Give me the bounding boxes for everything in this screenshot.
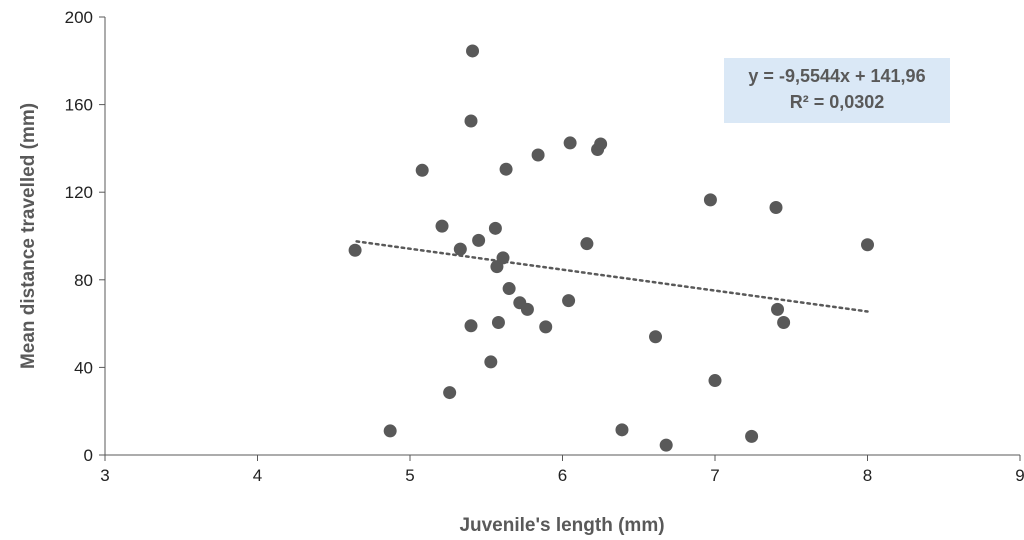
data-point	[580, 237, 594, 251]
data-point	[484, 355, 498, 369]
data-point	[491, 316, 505, 330]
data-point	[531, 148, 545, 162]
data-point	[769, 201, 783, 215]
x-tick-label: 9	[1015, 466, 1024, 485]
trendline-r-squared: R² = 0,0302	[790, 92, 885, 112]
data-point	[594, 137, 608, 151]
x-tick-label: 8	[863, 466, 872, 485]
trendline	[355, 240, 869, 313]
data-point	[861, 238, 874, 252]
x-tick-label: 3	[100, 466, 109, 485]
data-point	[703, 193, 717, 207]
data-point	[771, 302, 785, 316]
data-point	[466, 44, 480, 58]
equation-background	[724, 58, 950, 123]
data-point	[562, 294, 576, 308]
data-point	[520, 302, 534, 316]
data-point	[496, 251, 510, 265]
y-tick-label: 0	[84, 446, 93, 465]
y-tick-label: 160	[65, 96, 93, 115]
data-point	[649, 330, 663, 344]
y-tick-label: 200	[65, 8, 93, 27]
data-point	[472, 233, 486, 247]
data-point	[745, 429, 759, 443]
data-point	[383, 424, 397, 438]
data-point	[502, 282, 516, 296]
y-tick-label: 40	[74, 358, 93, 377]
x-tick-label: 4	[253, 466, 262, 485]
y-tick-label: 80	[74, 271, 93, 290]
data-point	[615, 423, 629, 437]
data-point	[499, 162, 513, 176]
data-point	[659, 438, 673, 452]
data-point	[777, 316, 791, 330]
data-points	[348, 44, 874, 452]
data-point	[464, 319, 478, 333]
data-point	[708, 374, 722, 388]
data-point	[348, 243, 362, 257]
data-point	[453, 242, 467, 256]
data-point	[563, 136, 577, 150]
trendline-equation-box: y = -9,5544x + 141,96 R² = 0,0302	[724, 58, 950, 123]
data-point	[435, 219, 449, 233]
trendline-equation: y = -9,5544x + 141,96	[748, 66, 925, 86]
data-point	[488, 221, 502, 235]
y-tick-label: 120	[65, 183, 93, 202]
x-axis-title: Juvenile's length (mm)	[459, 515, 664, 536]
data-point	[415, 163, 429, 177]
trendline-group	[355, 240, 869, 313]
data-point	[539, 320, 553, 334]
x-axis-ticks: 3 4 5 6 7 8 9	[100, 455, 1024, 485]
data-point	[464, 114, 478, 128]
x-tick-label: 7	[710, 466, 719, 485]
x-tick-label: 6	[558, 466, 567, 485]
y-axis-ticks: 0 40 80 120 160 200	[65, 8, 105, 465]
data-point	[443, 386, 457, 400]
x-tick-label: 5	[405, 466, 414, 485]
y-axis-title: Mean distance travelled (mm)	[18, 103, 39, 369]
